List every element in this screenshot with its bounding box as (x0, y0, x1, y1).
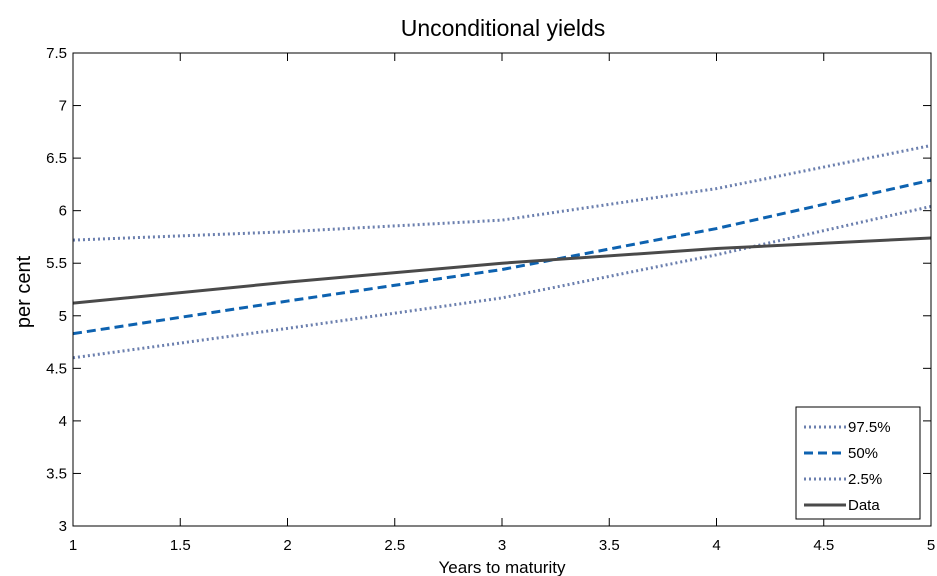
x-tick-label: 3 (498, 537, 506, 554)
x-axis-title: Years to maturity (439, 558, 566, 576)
chart-title: Unconditional yields (401, 15, 606, 41)
y-tick-label: 7.5 (46, 45, 67, 62)
x-tick-label: 5 (927, 537, 935, 554)
series-line-2 (73, 178, 931, 336)
series-line-3 (73, 204, 931, 360)
legend-label-2: 50% (848, 445, 878, 462)
legend-label-1: 97.5% (848, 419, 891, 436)
series-line-1 (73, 144, 931, 242)
y-tick-label: 5.5 (46, 255, 67, 272)
y-tick-label: 5 (59, 308, 67, 325)
y-tick-label: 4 (59, 413, 67, 430)
y-tick-label: 6.5 (46, 150, 67, 167)
y-tick-label: 3 (59, 518, 67, 535)
x-tick-label: 1.5 (170, 537, 191, 554)
axis-ticks: 1 1.5 2 2.5 3 3.5 4 4.5 5 3 3.5 4 4.5 5 5.5 6 6.5 7 7.5 (46, 45, 935, 554)
legend: 97.5% 50% 2.5% Data (795, 406, 921, 520)
y-tick-label: 6 (59, 203, 67, 220)
x-tick-label: 3.5 (599, 537, 620, 554)
series-group (73, 144, 931, 360)
legend-box (795, 406, 921, 520)
x-tick-label: 1 (69, 537, 77, 554)
x-tick-label: 2 (283, 537, 291, 554)
x-tick-label: 2.5 (384, 537, 405, 554)
legend-label-4: Data (848, 497, 880, 514)
y-tick-label: 7 (59, 98, 67, 115)
series-line-4 (73, 236, 931, 305)
y-tick-label: 4.5 (46, 360, 67, 377)
x-tick-label: 4.5 (813, 537, 834, 554)
x-tick-label: 4 (712, 537, 720, 554)
y-axis-title: per cent (13, 255, 35, 328)
legend-label-3: 2.5% (848, 471, 882, 488)
y-tick-label: 3.5 (46, 465, 67, 482)
